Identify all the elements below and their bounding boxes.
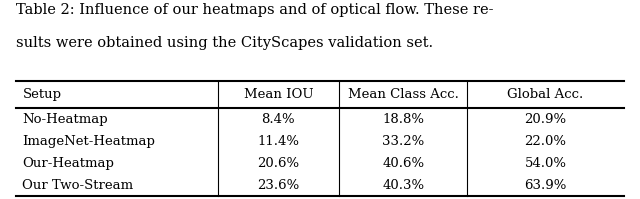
Text: 18.8%: 18.8% (382, 113, 424, 126)
Text: sults were obtained using the CityScapes validation set.: sults were obtained using the CityScapes… (16, 36, 433, 50)
Text: ImageNet-Heatmap: ImageNet-Heatmap (22, 135, 156, 148)
Text: Mean Class Acc.: Mean Class Acc. (348, 88, 459, 101)
Text: 11.4%: 11.4% (257, 135, 300, 148)
Text: No-Heatmap: No-Heatmap (22, 113, 108, 126)
Text: 40.6%: 40.6% (382, 157, 424, 170)
Text: Mean IOU: Mean IOU (244, 88, 313, 101)
Text: 22.0%: 22.0% (525, 135, 566, 148)
Text: 23.6%: 23.6% (257, 179, 300, 192)
Text: 8.4%: 8.4% (262, 113, 295, 126)
Text: 20.9%: 20.9% (525, 113, 566, 126)
Text: 63.9%: 63.9% (524, 179, 567, 192)
Text: Our-Heatmap: Our-Heatmap (22, 157, 115, 170)
Text: 40.3%: 40.3% (382, 179, 424, 192)
Text: 33.2%: 33.2% (382, 135, 424, 148)
Text: 20.6%: 20.6% (257, 157, 300, 170)
Text: Global Acc.: Global Acc. (508, 88, 584, 101)
Text: Our Two-Stream: Our Two-Stream (22, 179, 134, 192)
Text: 54.0%: 54.0% (525, 157, 566, 170)
Text: Table 2: Influence of our heatmaps and of optical flow. These re-: Table 2: Influence of our heatmaps and o… (16, 3, 493, 17)
Text: Setup: Setup (22, 88, 61, 101)
